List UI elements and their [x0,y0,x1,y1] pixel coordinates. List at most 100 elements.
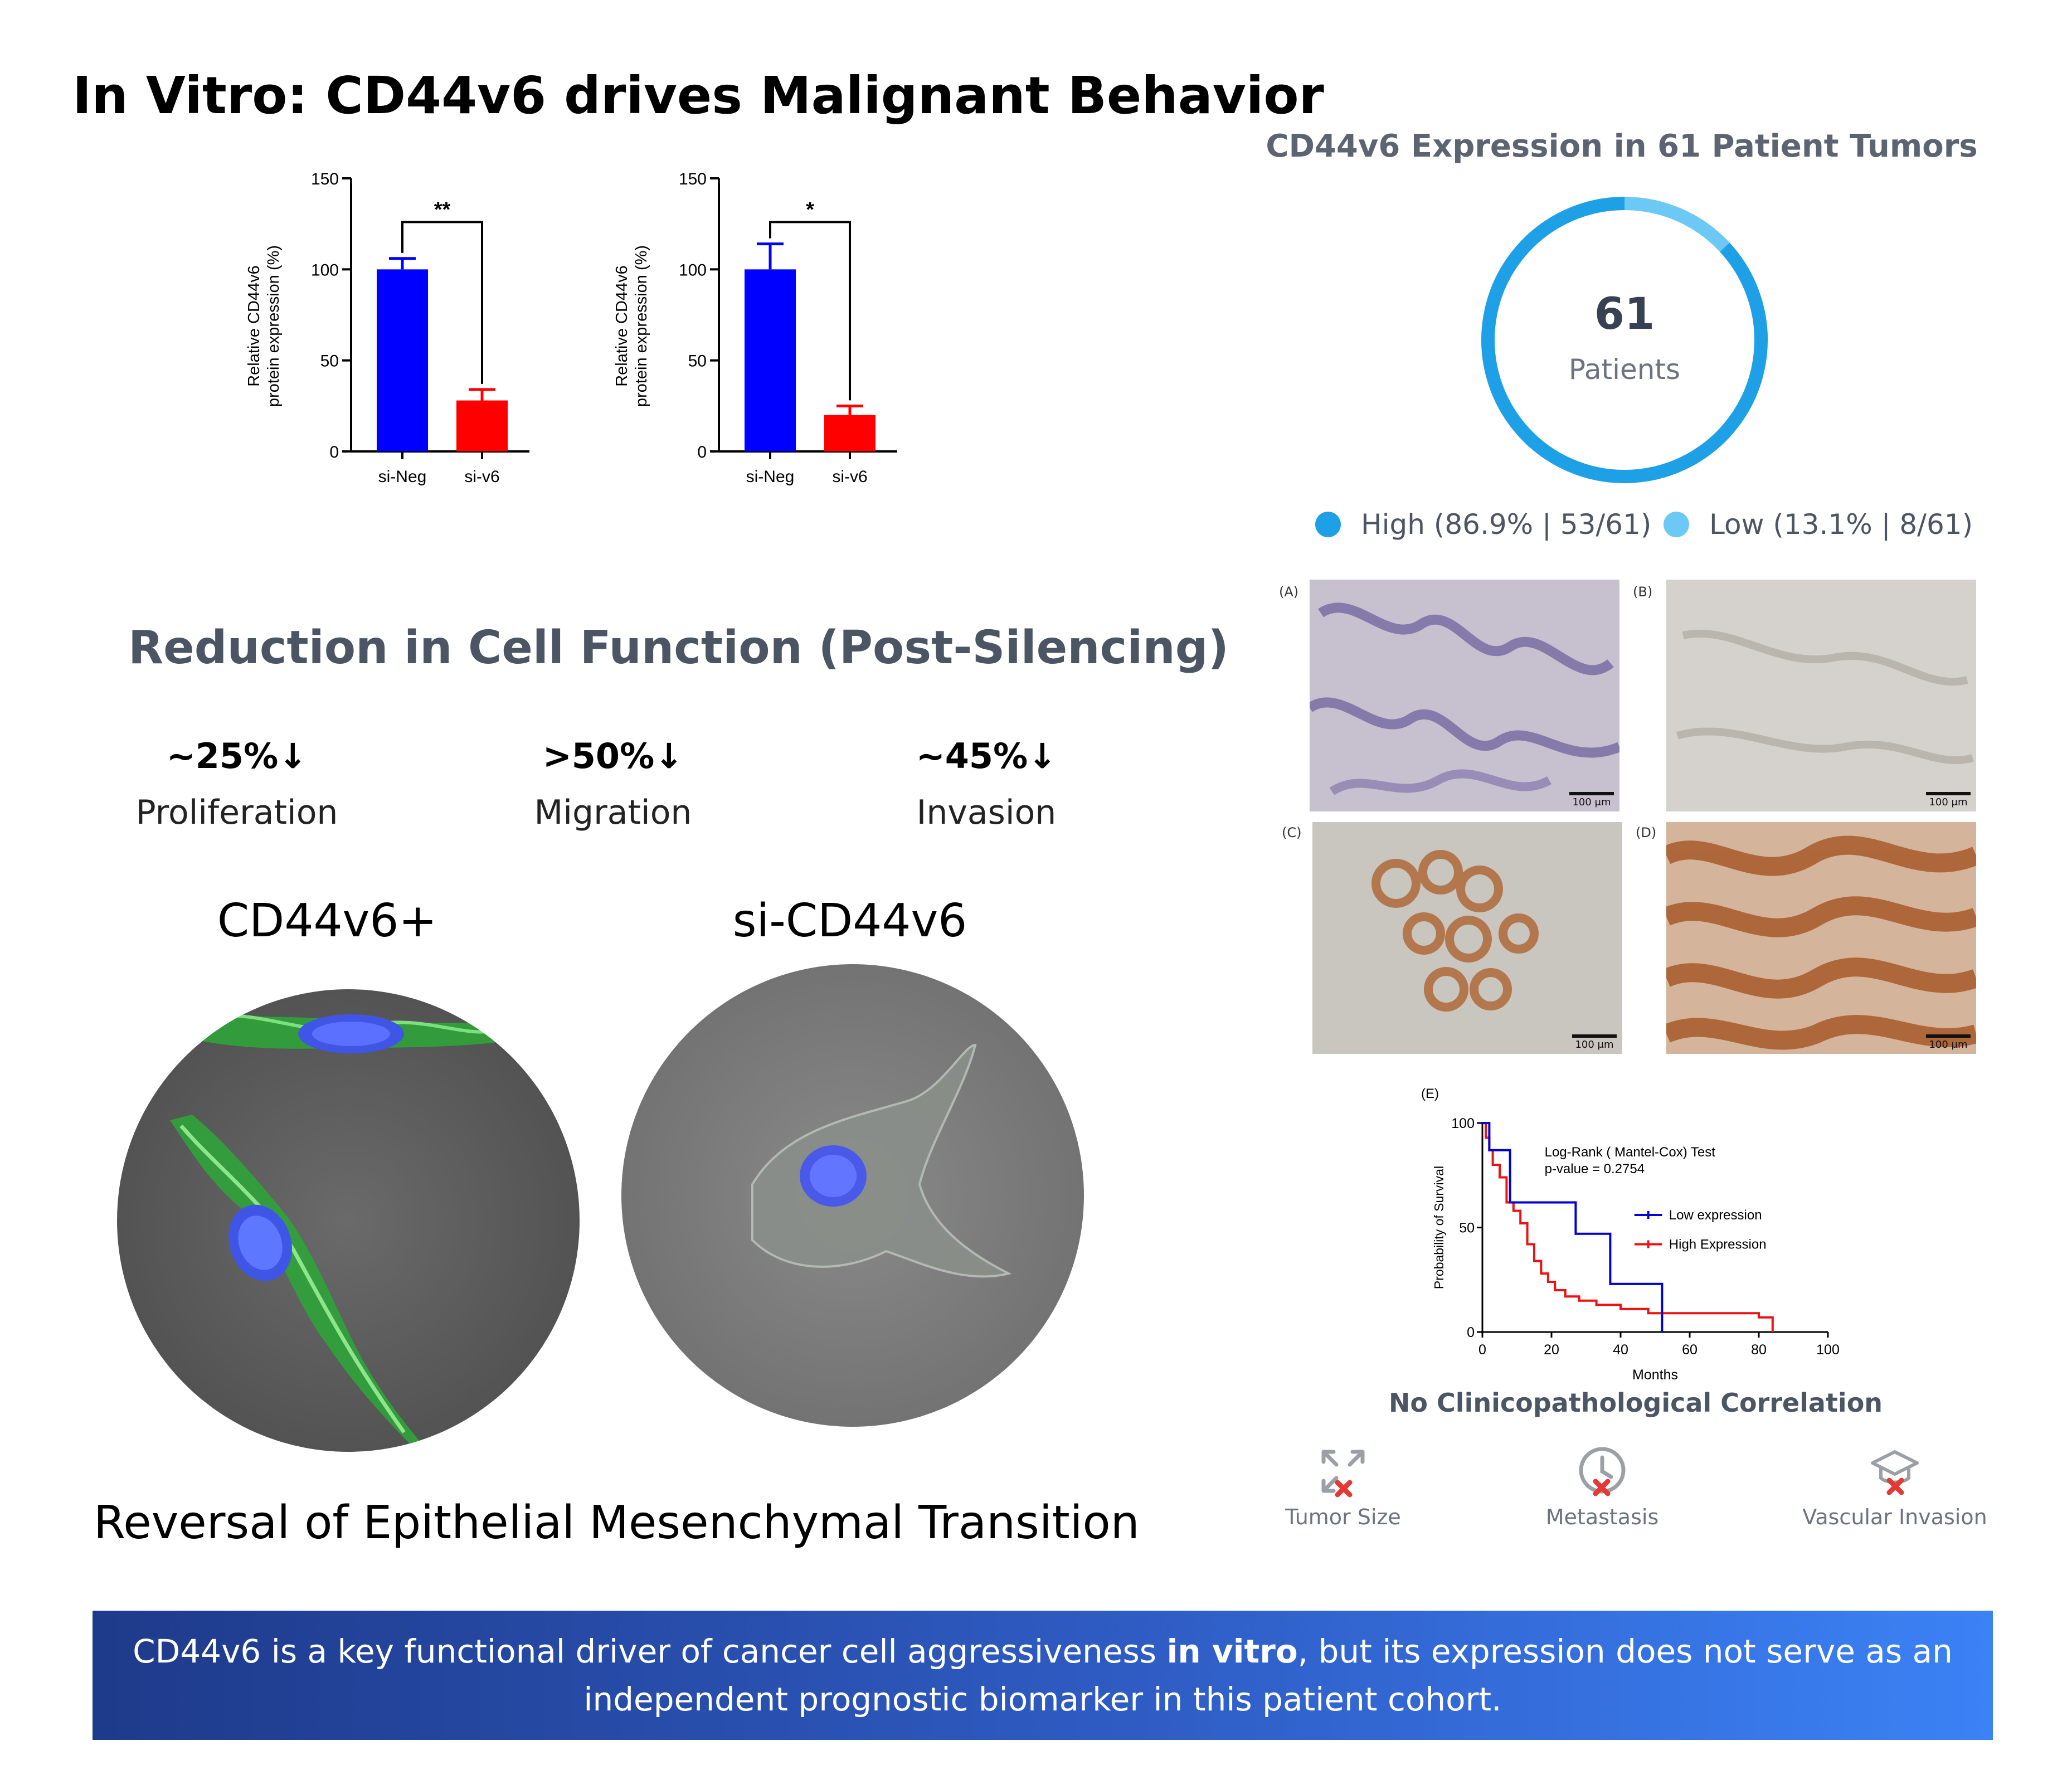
stat-migration: >50%↓ Migration [468,736,758,832]
stat-value: ~25%↓ [166,736,308,776]
significance-bracket [769,221,851,401]
main-title: In Vitro: CD44v6 drives Malignant Behavi… [72,66,1324,125]
banner-text-2: , but its expression does not serve as a… [1297,1632,1953,1670]
stat-proliferation: ~25%↓ Proliferation [92,736,382,832]
x-tick-label: si-Neg [378,468,427,486]
clock-icon [1579,1447,1626,1496]
conclusion-banner: CD44v6 is a key functional driver of can… [93,1611,1993,1740]
legend-low: Low (13.1% | 8/61) [1664,508,1973,541]
x-tick-label: 40 [1613,1342,1628,1358]
no-correlation-title: No Clinicopathological Correlation [1388,1388,1883,1418]
cell-image-silenced [621,964,1084,1427]
histo-label-d: (D) [1636,825,1657,840]
survival-line-low-expression [1482,1122,1664,1332]
cell-image-positive [117,989,580,1452]
stat-label: Invasion [916,793,1057,832]
donut-slice-low [1624,197,1730,252]
risk-metastasis: Metastasis [1485,1443,1719,1529]
bar-chart-2: 0 50 100 150 Relative CD44v6 protein expressi… [613,170,897,486]
histology-panel-c: 100 μm [1312,822,1622,1054]
x-tick-label: 60 [1682,1342,1698,1358]
banner-line-2: independent prognostic biomarker in this… [583,1680,1502,1718]
y-tick-label: 50 [688,352,707,371]
y-axis-label-line-1: Relative CD44v6 [245,265,263,387]
y-tick-label: 100 [311,261,339,279]
x-tick-label: 0 [1478,1342,1486,1358]
y-tick-label: 50 [320,352,339,371]
stat-label: Proliferation [135,793,338,832]
stat-value: >50%↓ [542,736,684,776]
y-tick-label: 0 [697,443,707,461]
y-tick-label: 50 [1459,1221,1475,1236]
banner-text-1: CD44v6 is a key functional driver of can… [133,1632,1167,1670]
banner-bold: in vitro [1166,1632,1298,1670]
survival-line-high-expression [1482,1122,1774,1332]
risk-tumor-size: Tumor Size [1226,1443,1460,1529]
x-tick-label: si-v6 [832,468,867,486]
histo-label-c: (C) [1282,825,1302,840]
x-tick-label: si-v6 [464,468,499,486]
legend-dot-low [1664,512,1689,537]
y-tick-label: 0 [329,443,339,461]
y-axis-label-line-2: protein expression (%) [633,245,650,407]
risk-label: Vascular Invasion [1802,1505,1987,1529]
expand-arrows-icon [1321,1450,1365,1498]
x-tick-label: 80 [1751,1342,1767,1358]
banner-line-1: CD44v6 is a key functional driver of can… [93,1627,1993,1675]
x-tick-label: si-Neg [746,468,795,486]
significance-stars: ** [434,198,451,221]
test-annotation: Log-Rank ( Mantel-Cox) Test [1545,1145,1716,1160]
scale-bar: 100 μm [1569,792,1614,808]
scale-bar: 100 μm [1926,792,1971,808]
risk-label: Metastasis [1545,1505,1659,1529]
donut-slice-high [1481,197,1768,483]
x-axis-label: Months [1632,1367,1678,1383]
bar-si-Neg [745,269,796,451]
y-tick-label: 150 [311,170,339,188]
donut-chart: 61 Patients [1481,197,1768,483]
emt-caption: Reversal of Epithelial Mesenchymal Trans… [94,1496,1140,1549]
y-axis-label-line-2: protein expression (%) [265,245,283,407]
histo-label-a: (A) [1279,584,1299,600]
legend-label: High Expression [1669,1237,1767,1252]
bar-si-Neg [377,269,428,451]
histology-panel-b: 100 μm [1666,580,1976,811]
stat-label: Migration [534,793,692,832]
donut-center-value: 61 [1594,289,1655,339]
stat-invasion: ~45%↓ Invasion [842,736,1131,832]
y-tick-label: 100 [1451,1116,1475,1131]
risk-label: Tumor Size [1285,1505,1401,1529]
stats-title: Reduction in Cell Function (Post-Silenci… [128,621,1229,674]
y-tick-label: 150 [679,170,707,188]
scale-bar: 100 μm [1572,1034,1617,1051]
p-value-annotation: p-value = 0.2754 [1545,1161,1645,1177]
legend-high-label: High (86.9% | 53/61) [1361,508,1652,541]
histology-panel-d: 100 μm [1666,822,1976,1054]
bar-si-v6 [824,415,876,451]
legend-high: High (86.9% | 53/61) [1315,508,1651,541]
graduation-cap-icon [1871,1450,1919,1495]
y-tick-label: 100 [679,261,707,279]
x-tick-label: 20 [1544,1342,1559,1358]
donut-title: CD44v6 Expression in 61 Patient Tumors [1266,128,1978,164]
stat-value: ~45%↓ [916,736,1057,776]
survival-chart: (E) 0 50 100 0 20 40 60 80 100 Months Probability o… [1421,1087,1840,1383]
histo-label-b: (B) [1633,584,1653,600]
risk-vascular-invasion: Vascular Invasion [1778,1443,2012,1529]
legend-dot-high [1315,512,1341,537]
y-axis-label-line-1: Relative CD44v6 [613,265,631,387]
bar-chart-1: 0 50 100 150 Relative CD44v6 protein expressi… [245,170,529,486]
bar-si-v6 [456,400,508,451]
y-axis-label: Probability of Survival [1432,1166,1446,1289]
donut-center-label: Patients [1569,353,1680,386]
panel-label: (E) [1421,1087,1439,1101]
cell-title-silenced: si-CD44v6 [732,895,967,947]
histology-panel-a: 100 μm [1310,580,1619,811]
legend-label: Low expression [1669,1208,1762,1223]
y-tick-label: 0 [1467,1325,1475,1340]
significance-stars: * [806,198,814,221]
legend-low-label: Low (13.1% | 8/61) [1709,508,1973,541]
cell-title-positive: CD44v6+ [217,895,437,947]
significance-bracket [401,221,483,384]
x-tick-label: 100 [1816,1342,1840,1358]
